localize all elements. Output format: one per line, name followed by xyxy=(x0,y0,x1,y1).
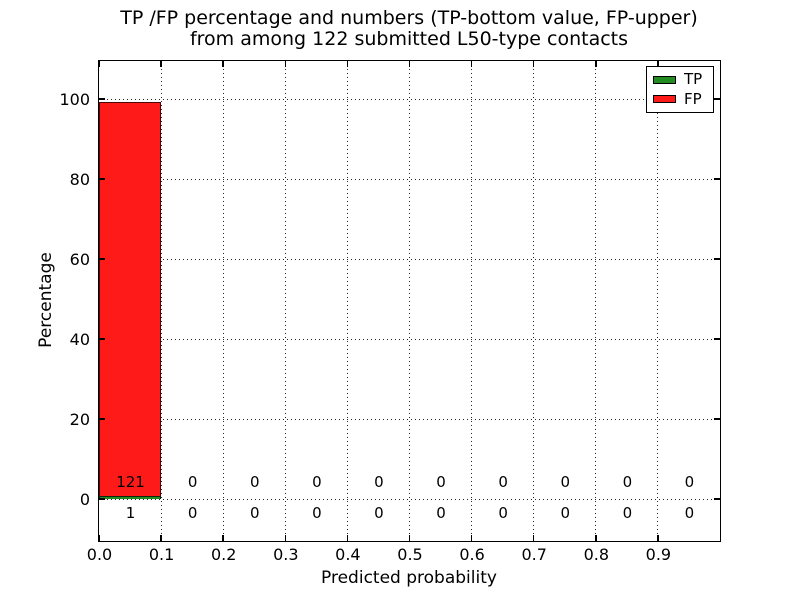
x-tick-label: 0.6 xyxy=(459,545,485,564)
gridline-vertical xyxy=(533,61,535,541)
tp-count-label: 1 xyxy=(125,503,136,522)
y-tick-label: 0 xyxy=(79,489,90,509)
x-tick-bottom xyxy=(470,535,473,541)
legend-item-tp: TP xyxy=(653,72,707,87)
y-tick-label: 80 xyxy=(69,169,90,189)
x-tick-label: 0.4 xyxy=(335,545,361,564)
gridline-vertical xyxy=(346,61,348,541)
y-tick-left xyxy=(99,98,105,100)
legend: TP FP xyxy=(646,66,714,113)
fp-count-label: 0 xyxy=(312,472,322,491)
x-tick-label: 0.3 xyxy=(273,545,299,564)
x-tick-bottom xyxy=(284,535,287,541)
x-tick-top xyxy=(222,61,224,67)
x-tick-bottom xyxy=(222,535,224,541)
x-tick-top xyxy=(470,61,473,67)
gridline-vertical xyxy=(471,61,473,541)
x-tick-label: 0.1 xyxy=(148,545,175,564)
x-tick-label: 0.8 xyxy=(583,545,610,564)
y-tick-label: 60 xyxy=(69,249,90,269)
x-axis-label: Predicted probability xyxy=(321,568,497,588)
y-tick-right xyxy=(714,338,720,340)
x-tick-top xyxy=(657,61,659,67)
tp-count-label: 0 xyxy=(374,503,384,522)
x-tick-bottom xyxy=(657,535,659,541)
x-tick-label: 0.2 xyxy=(210,545,237,564)
plot-area xyxy=(98,60,721,542)
gridline-vertical xyxy=(284,61,286,541)
x-tick-label: 0.0 xyxy=(86,545,113,564)
tp-count-label: 0 xyxy=(560,503,571,522)
fp-count-label: 0 xyxy=(187,472,198,491)
y-tick-left xyxy=(99,338,105,340)
gridline-vertical xyxy=(160,61,162,541)
x-tick-bottom xyxy=(532,535,535,541)
x-tick-label: 0.9 xyxy=(645,545,672,564)
legend-label-tp: TP xyxy=(684,70,703,89)
fp-count-label: 0 xyxy=(622,472,633,491)
tp-count-label: 0 xyxy=(684,503,695,522)
tp-count-label: 0 xyxy=(249,503,260,522)
y-tick-left xyxy=(99,498,105,500)
y-tick-right xyxy=(714,498,720,500)
y-tick-right xyxy=(714,98,720,100)
x-tick-top xyxy=(595,61,597,67)
y-tick-left xyxy=(99,258,105,260)
legend-item-fp: FP xyxy=(653,89,707,108)
chart-title-line2: from among 122 submitted L50-type contac… xyxy=(189,28,629,50)
x-tick-top xyxy=(284,61,287,67)
x-tick-bottom xyxy=(160,535,162,541)
gridline-vertical xyxy=(409,61,410,541)
x-tick-label: 0.7 xyxy=(521,545,547,564)
y-tick-right xyxy=(714,178,720,180)
y-tick-right xyxy=(714,418,720,420)
tp-count-label: 0 xyxy=(498,503,508,522)
gridline-vertical xyxy=(222,61,224,541)
x-tick-label: 0.5 xyxy=(397,545,423,564)
fp-count-label: 0 xyxy=(249,472,260,491)
x-tick-bottom xyxy=(346,535,349,541)
x-tick-bottom xyxy=(98,535,100,541)
fp-count-label: 0 xyxy=(498,472,508,491)
legend-swatch-tp xyxy=(653,75,676,84)
tp-count-label: 0 xyxy=(622,503,633,522)
y-tick-label: 20 xyxy=(69,409,90,429)
x-tick-bottom xyxy=(408,535,411,541)
fp-count-label: 0 xyxy=(560,472,571,491)
x-tick-top xyxy=(532,61,535,67)
chart-title: TP /FP percentage and numbers (TP-bottom… xyxy=(98,8,720,50)
y-tick-right xyxy=(714,258,720,260)
gridline-vertical xyxy=(657,61,659,541)
y-tick-label: 100 xyxy=(59,89,90,109)
bar-fp-bin0 xyxy=(99,102,162,499)
tp-count-label: 0 xyxy=(312,503,322,522)
gridline-vertical xyxy=(595,61,597,541)
fp-count-label: 0 xyxy=(374,472,384,491)
fp-count-label: 0 xyxy=(436,472,446,491)
x-tick-top xyxy=(346,61,349,67)
x-tick-bottom xyxy=(595,535,597,541)
x-tick-top xyxy=(160,61,162,67)
legend-swatch-fp xyxy=(653,95,676,104)
y-tick-left xyxy=(99,418,105,420)
chart-title-line1: TP /FP percentage and numbers (TP-bottom… xyxy=(120,7,698,29)
tp-count-label: 0 xyxy=(436,503,446,522)
legend-label-fp: FP xyxy=(684,89,702,108)
x-tick-top xyxy=(98,61,100,67)
fp-count-label: 0 xyxy=(684,472,695,491)
y-tick-left xyxy=(99,178,105,180)
fp-count-label: 121 xyxy=(116,472,145,491)
y-tick-label: 40 xyxy=(69,329,90,349)
x-tick-top xyxy=(408,61,411,67)
tp-count-label: 0 xyxy=(187,503,198,522)
bar-tp-bin0 xyxy=(99,495,162,499)
